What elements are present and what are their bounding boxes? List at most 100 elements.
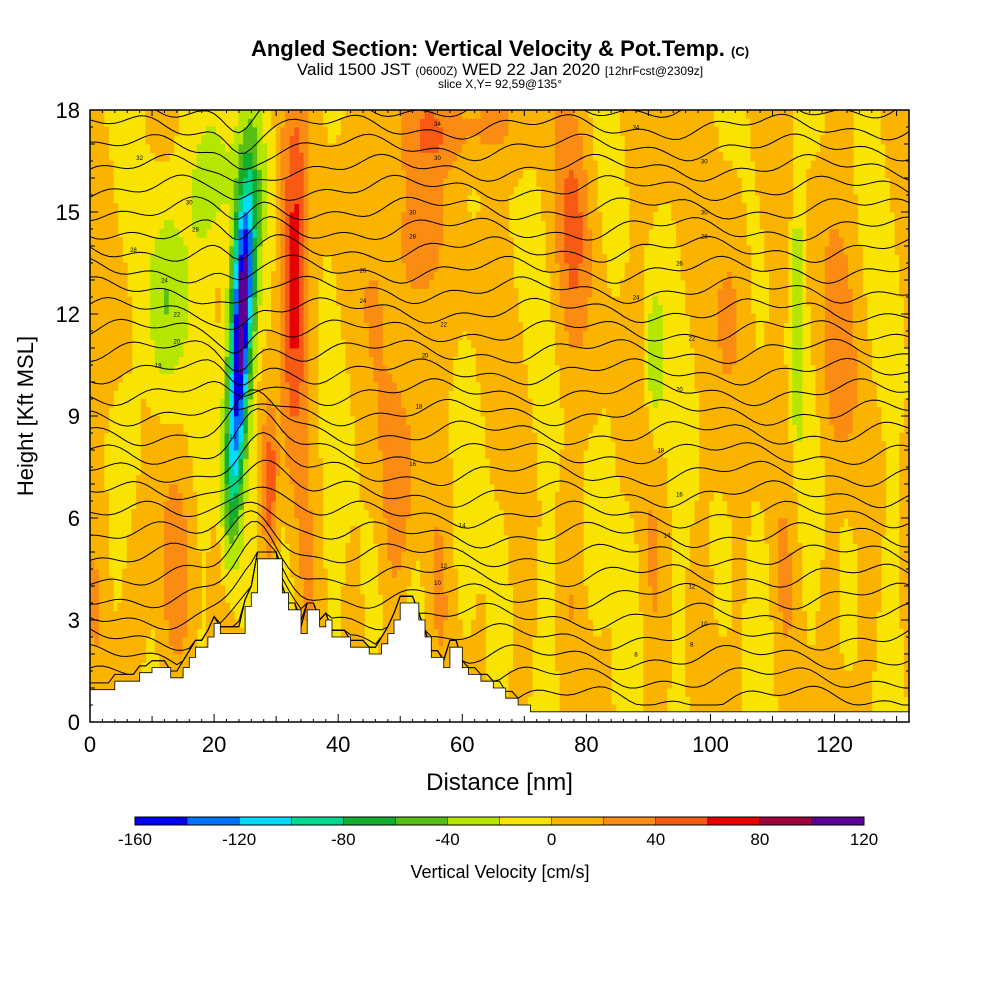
velocity-cell (145, 483, 151, 493)
velocity-cell (196, 177, 203, 187)
velocity-cell (471, 628, 477, 638)
velocity-cell (359, 483, 365, 493)
velocity-cell (159, 534, 165, 544)
velocity-cell (336, 194, 342, 204)
velocity-cell (345, 339, 351, 349)
velocity-cell (126, 313, 133, 323)
velocity-cell (247, 177, 254, 187)
velocity-cell (145, 526, 151, 536)
velocity-cell (354, 432, 361, 442)
velocity-cell (540, 110, 547, 119)
velocity-cell (98, 296, 105, 306)
velocity-cell (112, 636, 119, 646)
velocity-cell (447, 143, 454, 153)
velocity-cell (429, 551, 435, 561)
velocity-cell (238, 262, 244, 272)
velocity-cell (373, 441, 379, 451)
velocity-cell (238, 543, 244, 553)
velocity-cell (382, 254, 389, 264)
velocity-cell (131, 653, 137, 663)
velocity-cell (387, 186, 393, 196)
velocity-cell (517, 509, 524, 519)
velocity-cell (540, 126, 547, 136)
velocity-cell (266, 543, 272, 553)
velocity-cell (317, 466, 324, 476)
velocity-cell (336, 271, 342, 281)
velocity-cell (150, 526, 156, 536)
velocity-cell (196, 602, 203, 612)
velocity-cell (233, 160, 240, 170)
velocity-cell (280, 177, 286, 187)
velocity-cell (229, 169, 235, 179)
velocity-cell (508, 305, 514, 315)
velocity-cell (438, 585, 445, 595)
velocity-cell (191, 509, 198, 519)
velocity-cell (117, 662, 123, 672)
velocity-cell (392, 415, 398, 425)
velocity-cell (94, 186, 100, 196)
velocity-cell (433, 228, 440, 238)
velocity-cell (457, 271, 463, 281)
velocity-cell (340, 262, 347, 272)
velocity-cell (103, 322, 110, 332)
velocity-cell (461, 653, 468, 663)
velocity-cell (303, 483, 310, 493)
velocity-cell (150, 254, 156, 264)
velocity-cell (326, 228, 333, 238)
velocity-cell (322, 568, 328, 578)
velocity-cell (94, 330, 100, 340)
velocity-cell (527, 543, 533, 553)
velocity-cell (312, 534, 319, 544)
velocity-cell (98, 509, 105, 519)
velocity-cell (387, 126, 393, 136)
velocity-cell (145, 110, 151, 119)
velocity-cell (90, 441, 96, 451)
velocity-cell (261, 211, 268, 221)
velocity-cell (196, 560, 203, 570)
velocity-cell (136, 534, 142, 544)
velocity-cell (401, 160, 407, 170)
velocity-cell (354, 636, 361, 646)
velocity-cell (238, 245, 244, 255)
velocity-cell (224, 381, 231, 391)
velocity-cell (326, 177, 333, 187)
velocity-cell (410, 330, 417, 340)
velocity-cell (243, 160, 249, 170)
velocity-cell (168, 602, 175, 612)
velocity-cell (368, 509, 375, 519)
velocity-cell (112, 662, 119, 672)
velocity-cell (354, 534, 361, 544)
velocity-cell (559, 475, 566, 485)
velocity-cell (122, 279, 128, 289)
velocity-cell (508, 475, 514, 485)
velocity-cell (368, 186, 375, 196)
velocity-cell (415, 220, 421, 230)
velocity-cell (336, 143, 342, 153)
velocity-cell (261, 441, 268, 451)
velocity-cell (540, 160, 547, 170)
velocity-cell (392, 262, 398, 272)
velocity-cell (410, 534, 417, 544)
velocity-cell (452, 237, 459, 247)
velocity-cell (559, 177, 566, 187)
velocity-cell (224, 560, 231, 570)
velocity-cell (503, 458, 510, 468)
velocity-cell (503, 322, 510, 332)
velocity-cell (299, 611, 305, 621)
velocity-cell (382, 543, 389, 553)
velocity-cell (517, 458, 524, 468)
velocity-cell (475, 364, 482, 374)
velocity-cell (299, 534, 305, 544)
velocity-cell (122, 568, 128, 578)
velocity-cell (108, 313, 114, 323)
velocity-cell (98, 364, 105, 374)
velocity-cell (554, 347, 561, 357)
velocity-cell (438, 152, 445, 162)
velocity-cell (522, 687, 528, 697)
velocity-cell (229, 203, 235, 213)
velocity-cell (531, 602, 538, 612)
velocity-cell (154, 347, 161, 357)
velocity-cell (117, 339, 123, 349)
velocity-cell (233, 211, 240, 221)
velocity-cell (452, 577, 459, 587)
